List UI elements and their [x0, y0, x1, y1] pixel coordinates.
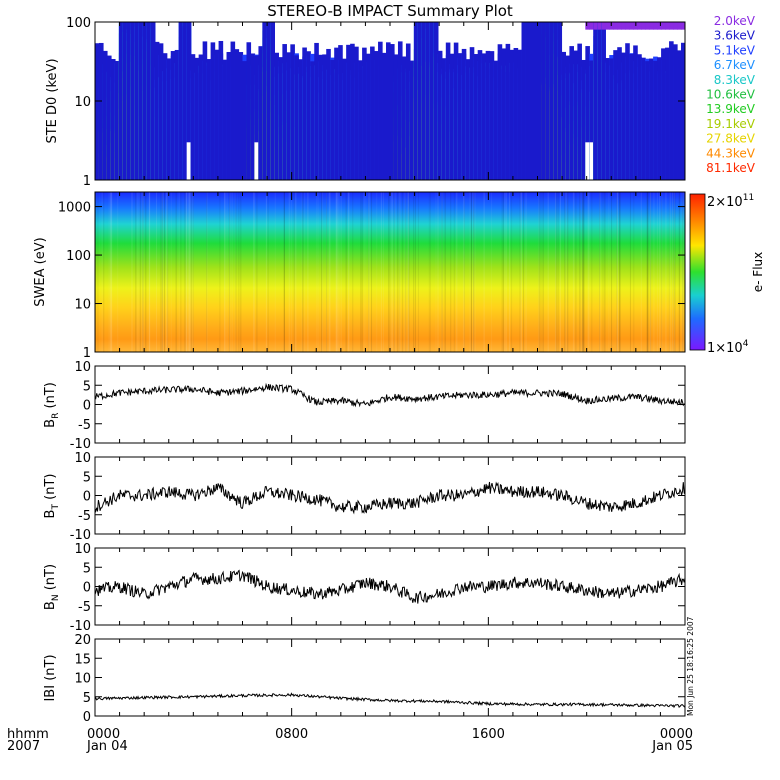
ste-spectrogram — [95, 22, 685, 180]
ste-panel: 1 10 100 STE D0 (keV) 2.0keV3.6keV5.1keV6.… — [45, 14, 756, 189]
swea-y-axis: 1 10 100 1000 — [58, 201, 685, 361]
bn-ylabel: BN (nT) — [43, 564, 61, 610]
b-tick-label: 10 — [74, 451, 91, 466]
time-axis-unit: hhmm — [7, 727, 49, 742]
b-tick-label: 5 — [83, 691, 91, 706]
bn-panel: 10 5 0 -5 -10 BN (nT) — [43, 542, 686, 634]
b-tick-label: 0 — [83, 581, 91, 596]
ste-legend-item: 27.8keV — [706, 132, 756, 146]
bt-y-axis: 10 5 0 -5 -10 — [70, 451, 685, 543]
swea-tick-label: 1 — [83, 346, 91, 361]
b-tick-label: 0 — [83, 490, 91, 505]
b-tick-label: -5 — [78, 600, 91, 615]
swea-tick-label: 100 — [66, 249, 91, 264]
bn-trace — [94, 569, 686, 604]
ste-legend-item: 5.1keV — [714, 43, 756, 57]
bmag-frame — [94, 638, 686, 717]
b-tick-label: 0 — [83, 399, 91, 414]
b-tick-label: 15 — [74, 652, 91, 667]
br-frame — [94, 365, 686, 444]
swea-tick-label: 1000 — [58, 201, 91, 216]
ste-legend-item: 8.3keV — [714, 73, 756, 87]
bmag-ylabel: IBI (nT) — [43, 654, 58, 701]
bt-ylabel: BT (nT) — [43, 474, 61, 519]
swea-tick-label: 10 — [74, 298, 91, 313]
ste-legend-item: 13.9keV — [706, 102, 756, 116]
time-tick-label: 1600 — [472, 727, 505, 742]
bt-trace — [94, 481, 686, 515]
time-tick-label: 0000 — [660, 727, 693, 742]
swea-spectrogram — [95, 192, 685, 352]
colorbar-label: e- Flux — [751, 252, 765, 292]
ste-legend-item: 3.6keV — [714, 29, 756, 43]
ste-legend: 2.0keV3.6keV5.1keV6.7keV8.3keV10.6keV13.… — [706, 14, 756, 175]
ste-legend-item: 6.7keV — [714, 58, 756, 72]
swea-panel: 1 10 100 1000 SWEA (eV) 2×1011 1×104 e- Flu… — [33, 191, 765, 361]
ste-legend-item: 19.1keV — [706, 117, 756, 131]
b-tick-label: 5 — [83, 379, 91, 394]
bmag-panel: 20 15 10 5 0 IBI (nT) — [43, 633, 686, 725]
colorbar — [689, 193, 706, 351]
b-tick-label: -10 — [70, 528, 91, 543]
colorbar-min-label: 1×104 — [707, 339, 749, 356]
time-tick-date: Jan 04 — [86, 739, 128, 754]
b-tick-label: 10 — [74, 672, 91, 687]
b-tick-label: 5 — [83, 561, 91, 576]
colorbar-max-label: 2×1011 — [707, 193, 754, 210]
time-tick-label: 0800 — [275, 727, 308, 742]
ste-legend-item: 81.1keV — [706, 161, 756, 175]
br-y-axis: 10 5 0 -5 -10 — [70, 360, 685, 452]
b-tick-label: 0 — [83, 710, 91, 725]
b-tick-label: 10 — [74, 360, 91, 375]
b-tick-label: -5 — [78, 509, 91, 524]
bt-panel: 10 5 0 -5 -10 BT (nT) — [43, 451, 686, 543]
bmag-y-axis: 20 15 10 5 0 — [74, 633, 685, 725]
ste-y-axis: 1 10 100 — [66, 16, 685, 189]
ste-tick-label: 10 — [74, 95, 91, 110]
br-ylabel: BR (nT) — [43, 382, 61, 428]
ste-tick-label: 100 — [66, 16, 91, 31]
br-trace — [94, 382, 686, 408]
swea-ylabel: SWEA (eV) — [33, 237, 48, 306]
br-panel: 10 5 0 -5 -10 BR (nT) — [43, 360, 686, 452]
bn-y-axis: 10 5 0 -5 -10 — [70, 542, 685, 634]
bmag-trace — [94, 692, 686, 709]
time-tick-date: Jan 05 — [651, 739, 693, 754]
ste-ylabel: STE D0 (keV) — [45, 58, 60, 143]
b-tick-label: 10 — [74, 542, 91, 557]
b-tick-label: 20 — [74, 633, 91, 648]
ste-legend-item: 44.3keV — [706, 146, 756, 160]
ste-tick-label: 1 — [83, 174, 91, 189]
b-tick-label: -10 — [70, 437, 91, 452]
plot-title: STEREO-B IMPACT Summary Plot — [267, 2, 513, 20]
time-tick-label: 0000 — [87, 727, 120, 742]
ste-legend-item: 10.6keV — [706, 88, 756, 102]
b-tick-label: 5 — [83, 470, 91, 485]
ste-legend-item: 2.0keV — [714, 14, 756, 28]
b-tick-label: -10 — [70, 619, 91, 634]
timestamp: Mon Jun 25 18:16:25 2007 — [686, 616, 695, 716]
b-tick-label: -5 — [78, 418, 91, 433]
time-axis-year: 2007 — [7, 739, 40, 754]
